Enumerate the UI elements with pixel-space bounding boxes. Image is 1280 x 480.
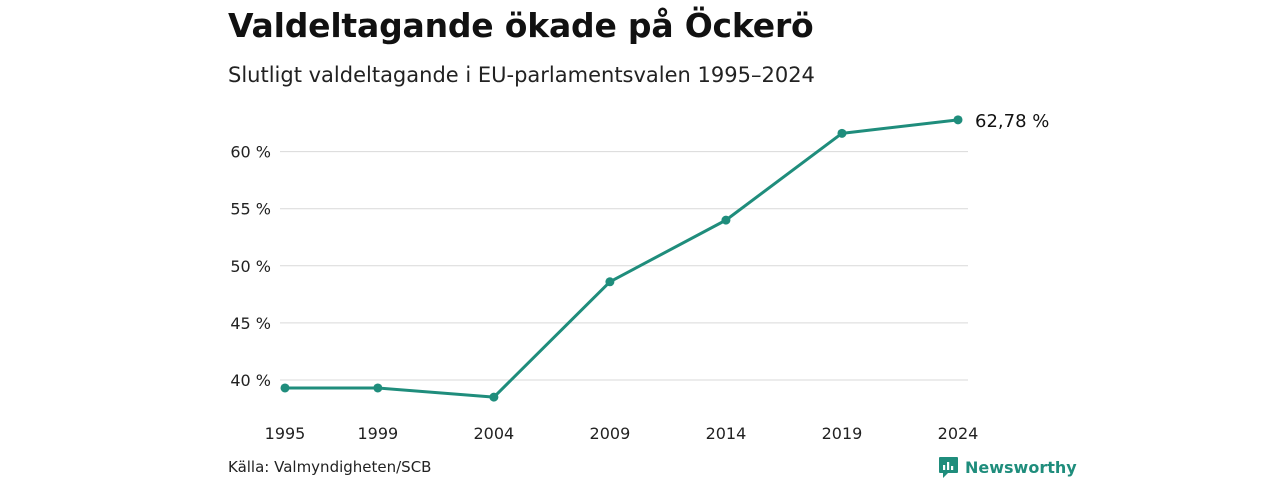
- data-point: [605, 277, 615, 287]
- newsworthy-logo-icon: [939, 457, 958, 478]
- source-note: Källa: Valmyndigheten/SCB: [228, 458, 432, 476]
- x-tick-label: 2004: [474, 424, 515, 443]
- x-tick-label: 2014: [706, 424, 747, 443]
- data-point: [280, 383, 290, 393]
- chart-subtitle: Slutligt valdeltagande i EU-parlamentsva…: [228, 63, 815, 87]
- data-point: [837, 128, 847, 138]
- x-tick-label: 2009: [590, 424, 631, 443]
- y-axis-ticks: 40 % 45 % 50 % 55 % 60 %: [230, 143, 271, 390]
- grid-lines: [280, 151, 968, 381]
- y-tick-label: 45 %: [230, 314, 271, 333]
- chart-title: Valdeltagande ökade på Öckerö: [228, 6, 814, 45]
- data-point: [953, 115, 963, 125]
- series-layer: 62,78 %: [280, 111, 1049, 402]
- x-tick-label: 2019: [822, 424, 863, 443]
- data-point: [721, 215, 731, 225]
- x-tick-label: 1999: [357, 424, 398, 443]
- y-tick-label: 55 %: [230, 200, 271, 219]
- x-tick-label: 1995: [265, 424, 306, 443]
- y-tick-label: 60 %: [230, 143, 271, 162]
- data-point: [489, 392, 499, 402]
- x-axis-ticks: 1995 1999 2004 2009 2014 2019 2024: [265, 424, 979, 443]
- y-tick-label: 40 %: [230, 371, 271, 390]
- series-line: [283, 118, 960, 399]
- line-chart: 40 % 45 % 50 % 55 % 60 % 1995 1999 2004 2009 201…: [230, 111, 1049, 443]
- y-tick-label: 50 %: [230, 257, 271, 276]
- end-value-label: 62,78 %: [975, 111, 1049, 132]
- brand-logo[interactable]: Newsworthy: [938, 456, 1077, 479]
- data-point: [373, 383, 383, 393]
- brand-label: Newsworthy: [965, 458, 1077, 477]
- x-tick-label: 2024: [938, 424, 979, 443]
